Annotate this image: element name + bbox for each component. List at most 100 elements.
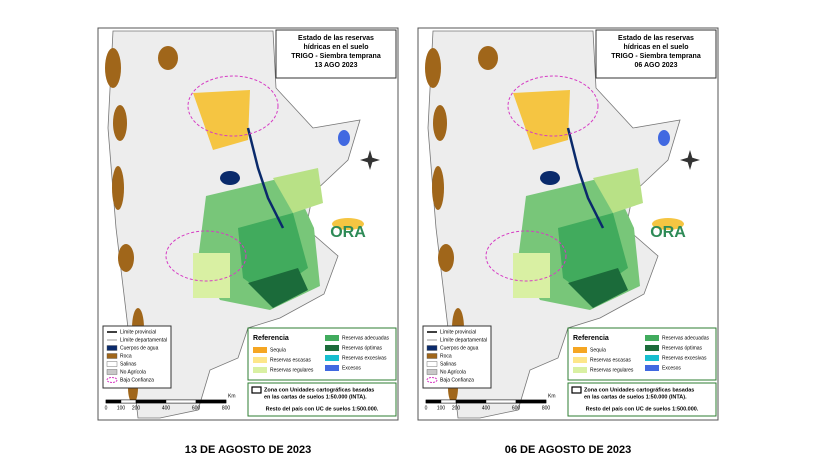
map-title: Estado de las reservas — [618, 35, 694, 42]
low-confidence — [187, 75, 279, 137]
scale-label: 400 — [482, 405, 491, 411]
rock-area — [112, 166, 124, 210]
scale-segment — [120, 399, 137, 404]
logo: ORA — [650, 224, 686, 241]
rock-area — [478, 46, 498, 70]
panel-caption: 13 DE AGOSTO DE 2023 — [185, 444, 312, 456]
reference-label: Reservas adecuadas — [342, 335, 389, 341]
reference-label: Sequía — [590, 347, 606, 353]
low-confidence — [507, 75, 599, 137]
scale-label: 200 — [132, 405, 141, 411]
zone-note: en las cartas de suelos 1:50.000 (INTA). — [264, 394, 367, 400]
scale-segment — [515, 399, 547, 404]
reference-swatch — [325, 335, 339, 341]
legend-label: Cuerpos de agua — [440, 345, 479, 351]
title-box — [595, 29, 717, 79]
legend-label: Salinas — [440, 361, 457, 367]
panel-caption: 06 DE AGOSTO DE 2023 — [505, 444, 632, 456]
reference-label: Reservas excesivas — [342, 355, 387, 361]
reference-swatch — [645, 345, 659, 351]
map-title: TRIGO - Siembra temprana — [611, 53, 701, 60]
reference-swatch — [573, 357, 587, 363]
reference-label: Sequía — [270, 347, 286, 353]
region-regular — [513, 253, 550, 298]
rock-area — [118, 244, 134, 272]
zone-box — [567, 382, 717, 417]
compass — [360, 150, 380, 170]
legend-swatch — [426, 345, 438, 351]
legend-label: Baja Confianza — [440, 377, 474, 383]
scale-segment — [135, 399, 167, 404]
reference-label: Excesos — [662, 365, 681, 371]
scale-label: 600 — [192, 405, 201, 411]
legend-label: Límite provincial — [440, 329, 476, 335]
region-dark — [248, 268, 308, 308]
legend-swatch — [106, 345, 118, 351]
scale-label: 200 — [452, 405, 461, 411]
map-title: hídricas en el suelo — [304, 44, 369, 51]
scale-label: 800 — [542, 405, 551, 411]
legend-swatch — [426, 361, 438, 367]
excess-area — [338, 130, 350, 146]
legend-swatch — [106, 361, 118, 367]
legend-label: Límite departamental — [440, 337, 487, 343]
reference-label: Reservas adecuadas — [662, 335, 709, 341]
reference-label: Reservas óptimas — [342, 345, 383, 351]
reference-title: Referencia — [253, 335, 289, 342]
rock-area — [113, 105, 127, 141]
logo-mark — [652, 218, 684, 230]
legend-label: No Agrícola — [440, 369, 466, 375]
legend-swatch — [106, 369, 118, 375]
rest-note: Resto del país con UC de suelos 1:500.00… — [586, 406, 699, 412]
logo-mark — [332, 218, 364, 230]
scale-segment — [425, 399, 442, 404]
legend-label: No Agrícola — [120, 369, 146, 375]
legend-swatch — [106, 353, 118, 359]
scale-label: 100 — [117, 405, 126, 411]
map-title: TRIGO - Siembra temprana — [291, 53, 381, 60]
reference-swatch — [645, 355, 659, 361]
zone-swatch — [251, 386, 262, 394]
reference-swatch — [253, 357, 267, 363]
reference-label: Reservas excesivas — [662, 355, 707, 361]
reference-swatch — [253, 367, 267, 373]
legend-swatch — [426, 377, 438, 383]
scale-label: 100 — [437, 405, 446, 411]
reference-swatch — [325, 355, 339, 361]
zone-note: Zona con Unidades cartográficas basadas — [584, 387, 694, 393]
reference-label: Reservas regulares — [270, 367, 314, 373]
reference-swatch — [573, 367, 587, 373]
reference-label: Excesos — [342, 365, 361, 371]
rest-note: Resto del país con UC de suelos 1:500.00… — [266, 406, 379, 412]
zone-box — [247, 382, 397, 417]
scale-unit: Km — [228, 393, 236, 399]
reference-swatch — [645, 335, 659, 341]
excess-area — [658, 130, 670, 146]
region-regular — [273, 168, 323, 213]
water-body — [220, 171, 240, 185]
scale-segment — [440, 399, 457, 404]
legend-swatch — [426, 353, 438, 359]
reference-label: Reservas escasas — [270, 357, 311, 363]
legend-swatch — [106, 377, 118, 383]
reference-box — [247, 327, 397, 381]
zone-swatch — [571, 386, 582, 394]
region-dark — [568, 268, 628, 308]
reference-box — [567, 327, 717, 381]
reference-swatch — [645, 365, 659, 371]
compass — [680, 150, 700, 170]
reference-swatch — [253, 347, 267, 353]
map-date: 06 AGO 2023 — [635, 62, 678, 69]
region-drought — [193, 90, 250, 150]
rock-area — [425, 48, 441, 88]
reference-label: Reservas escasas — [590, 357, 631, 363]
reference-label: Reservas regulares — [590, 367, 634, 373]
region-regular — [193, 253, 230, 298]
map-panel: Estado de las reservas hídricas en el sue… — [417, 27, 719, 421]
map-title: Estado de las reservas — [298, 35, 374, 42]
region-regular — [593, 168, 643, 213]
zone-note: Zona con Unidades cartográficas basadas — [264, 387, 374, 393]
rock-area — [438, 244, 454, 272]
legend-label: Salinas — [120, 361, 137, 367]
title-box — [275, 29, 397, 79]
